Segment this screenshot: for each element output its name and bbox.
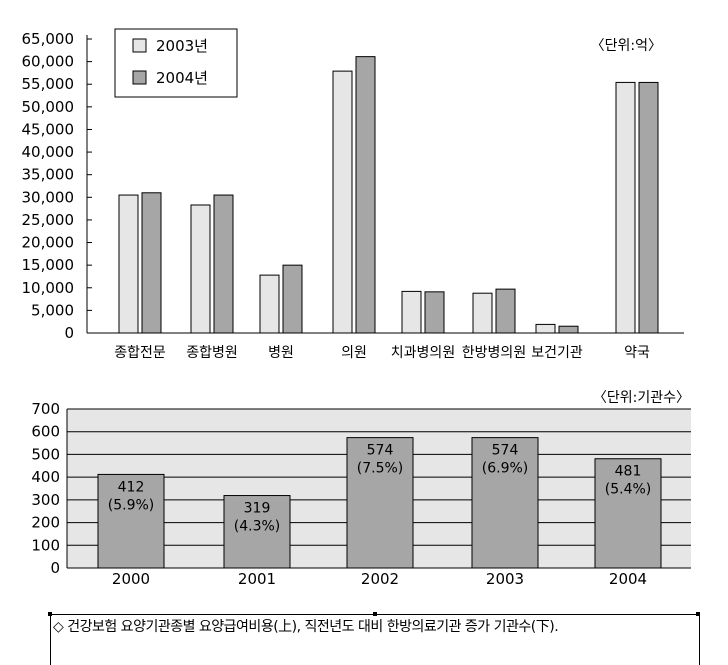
y-tick-label: 300 [31,491,60,509]
selection-handle[interactable] [373,612,377,616]
x-category-label: 2003 [486,570,524,588]
unit-label: 〈단위:억〉 [591,38,662,54]
bar-2004-4 [355,56,376,334]
data-percent-label: (4.3%) [234,519,281,535]
bar-2003-4 [332,70,353,334]
legend-label: 2004년 [156,69,208,87]
y-tick-label: 60,000 [22,53,75,71]
y-tick-label: 200 [31,514,60,532]
x-category-label: 2001 [238,570,276,588]
selection-handle[interactable] [696,612,700,616]
bar-2002 [346,437,414,569]
x-category-label: 2004 [609,570,647,588]
chart-top-axes [86,35,684,334]
bar-2003-2 [190,204,211,334]
y-tick-label: 0 [50,559,60,577]
data-value-label: 319 [244,501,271,517]
bar-2004-7 [558,325,579,334]
legend-swatch [132,70,147,85]
y-tick-label: 400 [31,468,60,486]
data-value-label: 574 [492,443,519,459]
bar-2004-1 [141,192,162,334]
bar-2001 [223,495,291,569]
bar-2003-8 [615,81,636,334]
y-tick-label: 50,000 [22,98,75,116]
chart-bottom-bars [97,437,662,569]
chart-top-labels: 0 5,000 10,000 15,000 20,000 25,000 30,000 35,0… [22,30,663,361]
chart-top-bars [118,56,659,334]
figure-caption: ◇ 건강보험 요양기관종별 요양급여비용(上), 직전년도 대비 한방의료기관 … [53,619,559,635]
x-category-label: 종합전문 [114,345,166,361]
x-category-label: 치과병의원 [391,345,455,361]
chart-top-benefit-costs: 0 5,000 10,000 15,000 20,000 25,000 30,000 35,0… [22,28,684,361]
y-tick-label: 45,000 [22,120,75,138]
bar-2003-6 [472,292,493,334]
y-tick-label: 10,000 [22,279,75,297]
unit-label: 〈단위:기관수〉 [593,390,690,406]
caption-box: ◇ 건강보험 요양기관종별 요양급여비용(上), 직전년도 대비 한방의료기관 … [48,612,700,665]
x-category-label: 종합병원 [186,345,238,361]
legend-swatch [132,38,147,53]
y-tick-label: 20,000 [22,234,75,252]
charts-canvas: 0 5,000 10,000 15,000 20,000 25,000 30,000 35,0… [22,28,691,588]
y-tick-label: 5,000 [31,301,74,319]
legend-label: 2003년 [156,37,208,55]
x-category-label: 의원 [341,345,367,361]
x-category-label: 병원 [268,345,294,361]
bar-2004 [594,458,662,569]
x-category-label: 2002 [361,570,399,588]
data-value-label: 574 [367,443,394,459]
y-tick-label: 40,000 [22,143,75,161]
bar-2003 [471,437,539,569]
x-category-label: 한방병의원 [462,345,526,361]
chart-top-legend: 2003년 2004년 [114,28,238,98]
bar-2004-2 [213,194,234,334]
data-percent-label: (7.5%) [357,461,404,477]
chart-bottom-labels: 0 100 200 300 400 500 600 700 412 (5.9%) 2000 319 (4… [31,390,690,588]
y-tick-label: 15,000 [22,256,75,274]
y-tick-label: 30,000 [22,188,75,206]
bar-2003-5 [401,290,422,334]
data-percent-label: (5.4%) [605,482,652,498]
bar-2003-7 [535,323,556,334]
bar-2003-1 [118,194,139,334]
y-tick-label: 25,000 [22,211,75,229]
y-tick-label: 0 [64,324,74,342]
y-tick-label: 700 [31,400,60,418]
data-value-label: 481 [615,464,642,480]
bar-2004-3 [282,264,303,334]
y-tick-label: 500 [31,445,60,463]
chart-bottom-institution-increase: 0 100 200 300 400 500 600 700 412 (5.9%) 2000 319 (4… [31,390,691,588]
bar-2003-3 [259,274,280,334]
selection-handle[interactable] [48,612,52,616]
bar-2000 [97,473,165,569]
bar-2004-5 [424,291,445,334]
y-tick-label: 65,000 [22,30,75,48]
y-tick-label: 600 [31,423,60,441]
data-value-label: 412 [118,479,145,495]
x-category-label: 약국 [624,345,650,361]
bar-2004-6 [495,288,516,334]
y-tick-label: 35,000 [22,166,75,184]
y-tick-label: 55,000 [22,75,75,93]
x-category-label: 보건기관 [531,345,583,361]
data-percent-label: (5.9%) [108,497,155,513]
data-percent-label: (6.9%) [482,461,529,477]
bar-2004-8 [638,81,659,334]
y-tick-label: 100 [31,536,60,554]
x-category-label: 2000 [112,570,150,588]
